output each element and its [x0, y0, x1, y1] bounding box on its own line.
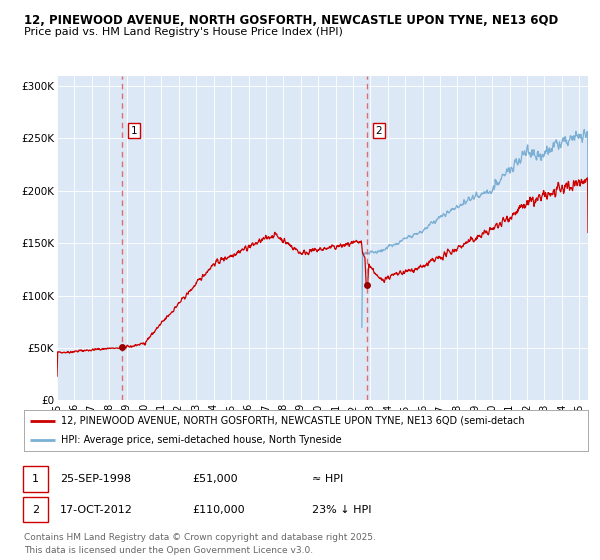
Text: £51,000: £51,000: [192, 474, 238, 484]
Text: 1: 1: [131, 126, 137, 136]
Text: 12, PINEWOOD AVENUE, NORTH GOSFORTH, NEWCASTLE UPON TYNE, NE13 6QD: 12, PINEWOOD AVENUE, NORTH GOSFORTH, NEW…: [24, 14, 558, 27]
Text: 17-OCT-2012: 17-OCT-2012: [60, 505, 133, 515]
Text: Price paid vs. HM Land Registry's House Price Index (HPI): Price paid vs. HM Land Registry's House …: [24, 27, 343, 37]
Text: 12, PINEWOOD AVENUE, NORTH GOSFORTH, NEWCASTLE UPON TYNE, NE13 6QD (semi-detach: 12, PINEWOOD AVENUE, NORTH GOSFORTH, NEW…: [61, 416, 524, 426]
Text: ≈ HPI: ≈ HPI: [312, 474, 343, 484]
Text: 25-SEP-1998: 25-SEP-1998: [60, 474, 131, 484]
Text: 2: 2: [376, 126, 382, 136]
Text: £110,000: £110,000: [192, 505, 245, 515]
Text: 2: 2: [32, 505, 39, 515]
Text: 23% ↓ HPI: 23% ↓ HPI: [312, 505, 371, 515]
Text: Contains HM Land Registry data © Crown copyright and database right 2025.
This d: Contains HM Land Registry data © Crown c…: [24, 533, 376, 554]
Text: 1: 1: [32, 474, 39, 484]
Text: HPI: Average price, semi-detached house, North Tyneside: HPI: Average price, semi-detached house,…: [61, 435, 341, 445]
